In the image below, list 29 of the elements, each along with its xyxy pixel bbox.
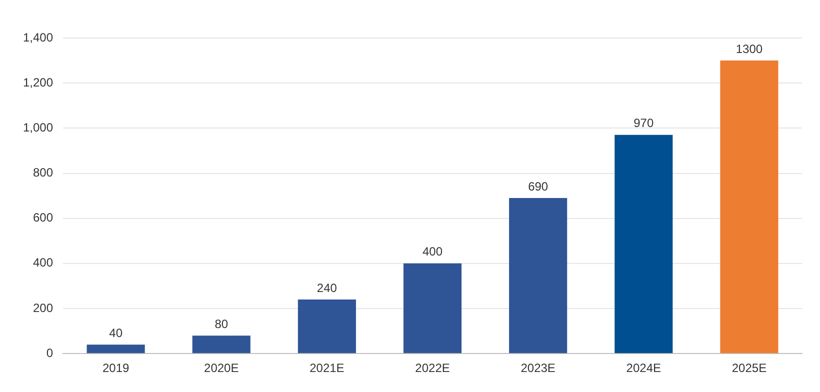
x-tick-label: 2019 xyxy=(102,361,130,376)
bar xyxy=(298,299,356,354)
data-label: 690 xyxy=(528,179,548,194)
bar xyxy=(192,336,250,354)
y-tick-label: 200 xyxy=(33,300,54,315)
y-tick-label: 1,000 xyxy=(23,120,54,134)
data-label: 970 xyxy=(634,116,654,130)
x-tick-label: 2022E xyxy=(415,361,450,376)
data-label: 40 xyxy=(109,326,123,340)
data-label: 240 xyxy=(316,280,338,295)
x-tick-label: 2021E xyxy=(310,361,344,376)
y-tick-label: 600 xyxy=(33,210,54,225)
y-tick-label: 1,200 xyxy=(23,75,54,90)
bar xyxy=(720,60,778,354)
bar xyxy=(509,198,568,354)
y-tick-label: 400 xyxy=(33,256,54,270)
y-tick-label: 0 xyxy=(46,346,54,360)
y-tick-label: 1,400 xyxy=(23,30,54,44)
bar xyxy=(86,344,145,354)
x-tick-label: 2023E xyxy=(520,361,556,376)
y-tick-label: 800 xyxy=(33,166,54,180)
data-label: 80 xyxy=(214,316,228,331)
data-label: 400 xyxy=(422,244,443,259)
x-tick-label: 2025E xyxy=(732,361,767,376)
bar xyxy=(614,134,673,354)
bar xyxy=(403,263,462,354)
x-tick-label: 2020E xyxy=(204,361,239,376)
x-tick-label: 2024E xyxy=(626,361,661,376)
data-label: 1300 xyxy=(736,42,763,56)
